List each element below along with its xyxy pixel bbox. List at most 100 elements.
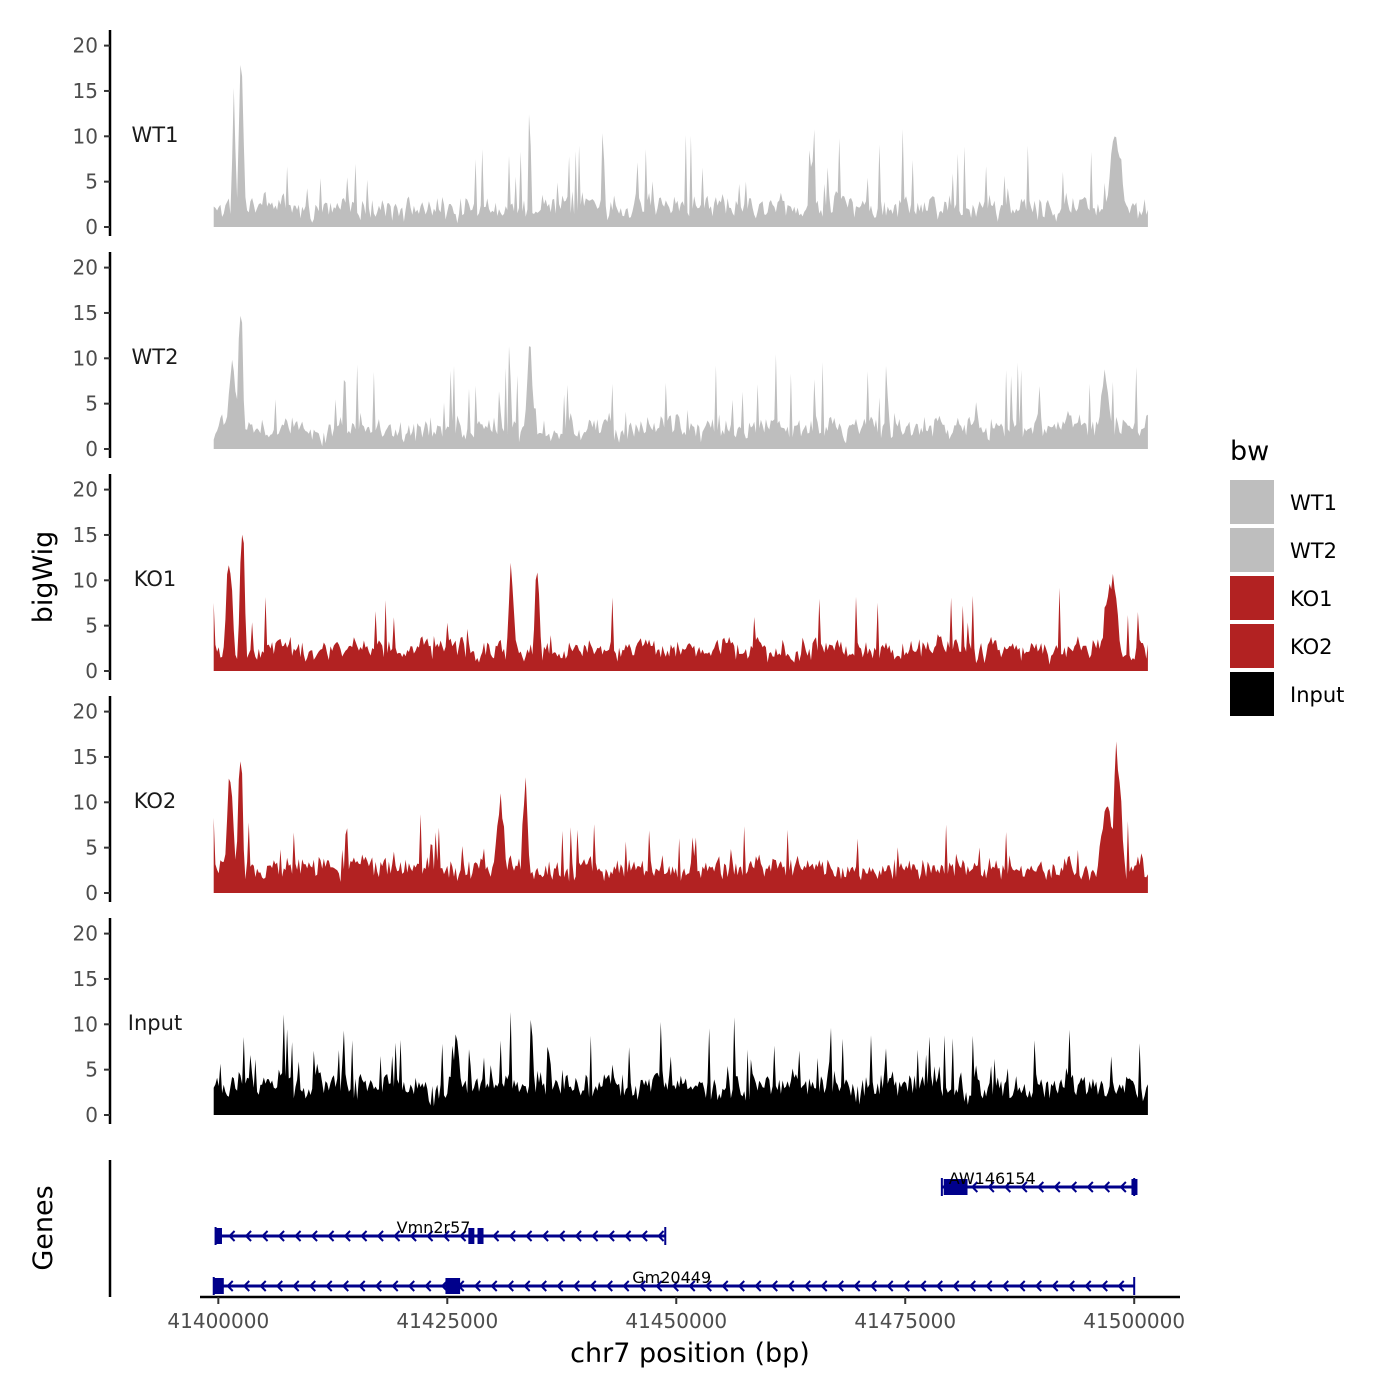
y-tick-label: 15	[73, 79, 98, 103]
strand-arrow	[886, 1280, 894, 1292]
strand-arrow	[442, 1230, 450, 1242]
strand-arrow	[426, 1230, 434, 1242]
y-tick-label: 5	[85, 170, 98, 194]
y-tick-label: 10	[73, 124, 98, 148]
strand-arrow	[374, 1280, 382, 1292]
strand-arrow	[1117, 1280, 1125, 1292]
gene-vmn2r57: Vmn2r57	[214, 1218, 667, 1245]
strand-arrow	[657, 1230, 665, 1242]
strand-arrow	[836, 1280, 844, 1292]
strand-arrow	[605, 1280, 613, 1292]
y-tick-label: 5	[85, 614, 98, 638]
y-tick-label: 20	[73, 478, 98, 502]
strand-arrow	[242, 1280, 250, 1292]
track-label: WT1	[132, 123, 179, 147]
track-ko2: 0 5 10 15 20 KO2	[73, 696, 1148, 905]
y-tick-label: 10	[73, 346, 98, 370]
gene-label: AW146154	[949, 1169, 1036, 1188]
y-tick-label: 0	[85, 215, 98, 239]
strand-arrow	[803, 1280, 811, 1292]
y-tick-label: 20	[73, 256, 98, 280]
strand-arrow	[492, 1230, 500, 1242]
y-tick-label: 15	[73, 523, 98, 547]
strand-arrow	[985, 1280, 993, 1292]
strand-arrow	[1067, 1280, 1075, 1292]
x-tick-label: 41450000	[625, 1309, 727, 1333]
y-tick-label: 0	[85, 881, 98, 905]
x-tick-label: 41475000	[854, 1309, 956, 1333]
strand-arrow	[294, 1230, 302, 1242]
strand-arrow	[228, 1230, 236, 1242]
strand-arrow	[987, 1181, 995, 1193]
strand-arrow	[1036, 1181, 1045, 1193]
gene-exon	[468, 1228, 475, 1244]
strand-arrow	[671, 1280, 679, 1292]
gene-exon	[215, 1228, 222, 1244]
legend-swatch-input	[1230, 672, 1274, 716]
strand-arrow	[638, 1280, 646, 1292]
y-tick-label: 5	[85, 1058, 98, 1082]
signal-area	[213, 1012, 1148, 1115]
strand-arrow	[640, 1230, 648, 1242]
gene-exon	[1131, 1179, 1138, 1195]
strand-arrow	[589, 1280, 597, 1292]
legend-label-wt2: WT2	[1290, 539, 1337, 563]
strand-arrow	[244, 1230, 252, 1242]
strand-arrow	[310, 1230, 318, 1242]
legend-label-ko2: KO2	[1290, 635, 1333, 659]
genes-panel-title: Genes	[28, 1185, 59, 1270]
track-label: KO1	[134, 567, 177, 591]
strand-arrow	[952, 1280, 960, 1292]
track-wt2: 0 5 10 15 20 WT2	[73, 252, 1148, 461]
strand-arrow	[853, 1280, 861, 1292]
gene-exon	[943, 1179, 968, 1195]
strand-arrow	[688, 1280, 696, 1292]
y-tick-label: 20	[73, 922, 98, 946]
legend-label-wt1: WT1	[1290, 491, 1337, 515]
signal-tracks: 0 5 10 15 20 WT1 0 5 10 15 20 WT2 0 5 10 15 20 KO1 0 5 10 15 2…	[73, 30, 1148, 1127]
strand-arrow	[1018, 1280, 1026, 1292]
strand-arrow	[574, 1230, 582, 1242]
strand-arrow	[376, 1230, 384, 1242]
strand-arrow	[1051, 1280, 1059, 1292]
gene-label: Vmn2r57	[397, 1218, 471, 1237]
signal-area	[213, 315, 1148, 449]
legend-swatch-ko1	[1230, 576, 1274, 620]
legend-label-input: Input	[1290, 683, 1344, 707]
strand-arrow	[970, 1181, 979, 1193]
legend-title: bw	[1230, 436, 1269, 467]
strand-arrow	[506, 1280, 514, 1292]
strand-arrow	[721, 1280, 729, 1292]
y-tick-label: 0	[85, 1103, 98, 1127]
track-ko1: 0 5 10 15 20 KO1	[73, 474, 1148, 683]
strand-arrow	[1086, 1181, 1094, 1193]
strand-arrow	[787, 1280, 795, 1292]
strand-arrow	[523, 1280, 531, 1292]
track-wt1: 0 5 10 15 20 WT1	[73, 30, 1148, 239]
strand-arrow	[277, 1230, 285, 1242]
strand-arrow	[325, 1280, 333, 1292]
strand-arrow	[539, 1280, 547, 1292]
strand-arrow	[704, 1280, 712, 1292]
strand-arrow	[558, 1230, 566, 1242]
x-tick-label: 41500000	[1083, 1309, 1185, 1333]
x-tick-label: 41425000	[396, 1309, 498, 1333]
signal-area	[213, 534, 1148, 671]
legend-swatch-wt2	[1230, 528, 1274, 572]
y-tick-label: 10	[73, 790, 98, 814]
strand-arrow	[358, 1280, 366, 1292]
strand-arrow	[275, 1280, 283, 1292]
strand-arrow	[393, 1230, 401, 1242]
strand-arrow	[424, 1280, 432, 1292]
track-label: WT2	[132, 345, 179, 369]
legend-swatch-ko2	[1230, 624, 1274, 668]
y-tick-label: 20	[73, 34, 98, 58]
gene-exon	[477, 1228, 484, 1244]
y-tick-label: 15	[73, 301, 98, 325]
signal-area	[213, 65, 1148, 227]
strand-arrow	[572, 1280, 580, 1292]
strand-arrow	[341, 1280, 349, 1292]
y-tick-label: 0	[85, 659, 98, 683]
strand-arrow	[490, 1280, 498, 1292]
strand-arrow	[935, 1280, 943, 1292]
